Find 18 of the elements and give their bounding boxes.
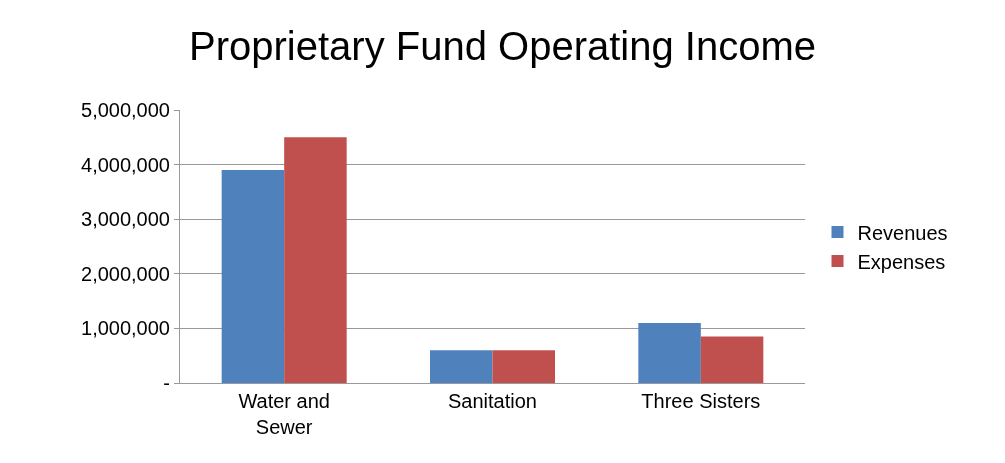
bar (430, 350, 493, 383)
chart-title: Proprietary Fund Operating Income (189, 24, 816, 69)
x-tick-label: Three Sisters (641, 390, 761, 412)
bar (638, 322, 701, 383)
y-tick-label: 4,000,000 (81, 153, 170, 176)
bar (700, 336, 764, 383)
y-tick-label: 1,000,000 (81, 317, 170, 340)
bar (492, 350, 555, 383)
bar (221, 170, 285, 383)
legend-label: Expenses (857, 250, 946, 273)
y-tick-label: 3,000,000 (81, 208, 170, 231)
x-tick-label: Water and Sewer (238, 390, 330, 438)
y-tick-label: 5,000,000 (81, 99, 170, 121)
x-tick-label: Sanitation (448, 390, 537, 412)
bar (284, 137, 347, 383)
legend-label: Revenues (857, 221, 948, 244)
y-tick-label: 2,000,000 (81, 262, 170, 285)
y-tick-label: - (163, 372, 170, 394)
